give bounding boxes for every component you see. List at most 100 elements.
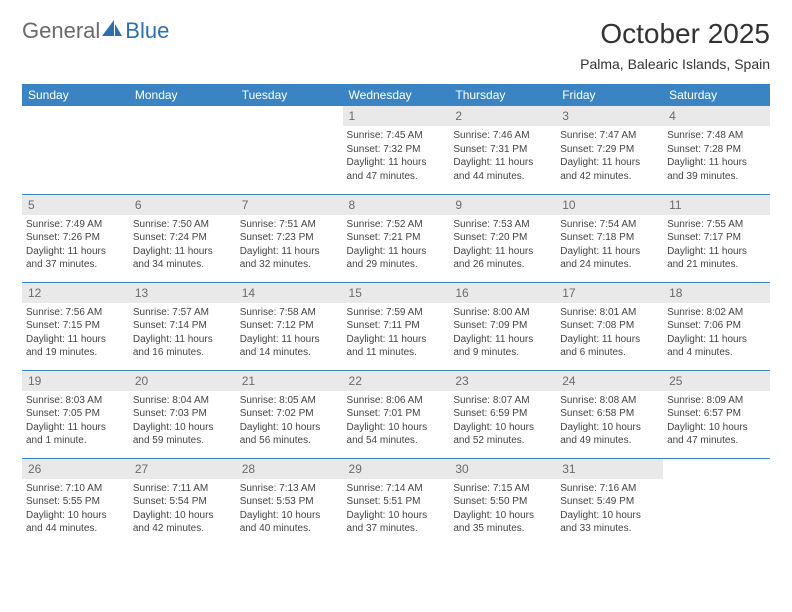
calendar-day-cell	[663, 458, 770, 546]
day-number: 13	[129, 283, 236, 303]
sunrise-text: Sunrise: 8:00 AM	[453, 306, 552, 320]
daylight-text: and 42 minutes.	[560, 170, 659, 184]
daylight-text: and 59 minutes.	[133, 434, 232, 448]
sunrise-text: Sunrise: 7:53 AM	[453, 218, 552, 232]
daylight-text: and 19 minutes.	[26, 346, 125, 360]
sunset-text: Sunset: 5:55 PM	[26, 495, 125, 509]
weekday-header: Sunday	[22, 84, 129, 106]
day-number: 23	[449, 371, 556, 391]
daylight-text: and 40 minutes.	[240, 522, 339, 536]
sunrise-text: Sunrise: 7:57 AM	[133, 306, 232, 320]
calendar-day-cell: 12Sunrise: 7:56 AMSunset: 7:15 PMDayligh…	[22, 282, 129, 370]
sunrise-text: Sunrise: 7:10 AM	[26, 482, 125, 496]
daylight-text: Daylight: 10 hours	[667, 421, 766, 435]
sunrise-text: Sunrise: 8:03 AM	[26, 394, 125, 408]
logo-text-blue: Blue	[125, 18, 169, 44]
calendar-day-cell: 20Sunrise: 8:04 AMSunset: 7:03 PMDayligh…	[129, 370, 236, 458]
daylight-text: Daylight: 11 hours	[240, 333, 339, 347]
daylight-text: Daylight: 11 hours	[26, 421, 125, 435]
daylight-text: and 56 minutes.	[240, 434, 339, 448]
sunset-text: Sunset: 7:08 PM	[560, 319, 659, 333]
day-number: 10	[556, 195, 663, 215]
calendar-day-cell: 2Sunrise: 7:46 AMSunset: 7:31 PMDaylight…	[449, 106, 556, 194]
daylight-text: and 29 minutes.	[347, 258, 446, 272]
day-number: 16	[449, 283, 556, 303]
sunrise-text: Sunrise: 7:50 AM	[133, 218, 232, 232]
sunset-text: Sunset: 7:24 PM	[133, 231, 232, 245]
sunset-text: Sunset: 7:09 PM	[453, 319, 552, 333]
day-number: 5	[22, 195, 129, 215]
daylight-text: and 44 minutes.	[453, 170, 552, 184]
sunrise-text: Sunrise: 7:11 AM	[133, 482, 232, 496]
day-number: 6	[129, 195, 236, 215]
sunset-text: Sunset: 7:28 PM	[667, 143, 766, 157]
calendar-day-cell: 31Sunrise: 7:16 AMSunset: 5:49 PMDayligh…	[556, 458, 663, 546]
weekday-header: Thursday	[449, 84, 556, 106]
daylight-text: Daylight: 10 hours	[133, 509, 232, 523]
daylight-text: Daylight: 11 hours	[347, 333, 446, 347]
calendar-day-cell: 18Sunrise: 8:02 AMSunset: 7:06 PMDayligh…	[663, 282, 770, 370]
sunset-text: Sunset: 7:31 PM	[453, 143, 552, 157]
daylight-text: and 11 minutes.	[347, 346, 446, 360]
calendar-day-cell: 21Sunrise: 8:05 AMSunset: 7:02 PMDayligh…	[236, 370, 343, 458]
sunrise-text: Sunrise: 8:01 AM	[560, 306, 659, 320]
daylight-text: and 26 minutes.	[453, 258, 552, 272]
sunrise-text: Sunrise: 7:13 AM	[240, 482, 339, 496]
calendar-week-row: 26Sunrise: 7:10 AMSunset: 5:55 PMDayligh…	[22, 458, 770, 546]
sunset-text: Sunset: 7:15 PM	[26, 319, 125, 333]
daylight-text: Daylight: 10 hours	[453, 509, 552, 523]
sunset-text: Sunset: 7:29 PM	[560, 143, 659, 157]
sunset-text: Sunset: 7:20 PM	[453, 231, 552, 245]
sunrise-text: Sunrise: 8:09 AM	[667, 394, 766, 408]
calendar-day-cell: 4Sunrise: 7:48 AMSunset: 7:28 PMDaylight…	[663, 106, 770, 194]
daylight-text: Daylight: 11 hours	[133, 245, 232, 259]
day-number: 14	[236, 283, 343, 303]
sunset-text: Sunset: 7:03 PM	[133, 407, 232, 421]
day-number: 20	[129, 371, 236, 391]
weekday-header: Friday	[556, 84, 663, 106]
sunset-text: Sunset: 5:51 PM	[347, 495, 446, 509]
sunrise-text: Sunrise: 8:02 AM	[667, 306, 766, 320]
day-number: 4	[663, 106, 770, 126]
calendar-day-cell: 3Sunrise: 7:47 AMSunset: 7:29 PMDaylight…	[556, 106, 663, 194]
daylight-text: Daylight: 11 hours	[560, 245, 659, 259]
calendar-day-cell: 9Sunrise: 7:53 AMSunset: 7:20 PMDaylight…	[449, 194, 556, 282]
calendar-day-cell: 11Sunrise: 7:55 AMSunset: 7:17 PMDayligh…	[663, 194, 770, 282]
daylight-text: and 44 minutes.	[26, 522, 125, 536]
sunset-text: Sunset: 5:49 PM	[560, 495, 659, 509]
daylight-text: Daylight: 10 hours	[240, 421, 339, 435]
daylight-text: Daylight: 11 hours	[347, 245, 446, 259]
daylight-text: and 49 minutes.	[560, 434, 659, 448]
calendar-day-cell: 23Sunrise: 8:07 AMSunset: 6:59 PMDayligh…	[449, 370, 556, 458]
calendar-day-cell: 7Sunrise: 7:51 AMSunset: 7:23 PMDaylight…	[236, 194, 343, 282]
day-number: 25	[663, 371, 770, 391]
sunrise-text: Sunrise: 7:45 AM	[347, 129, 446, 143]
daylight-text: and 47 minutes.	[347, 170, 446, 184]
sunset-text: Sunset: 6:58 PM	[560, 407, 659, 421]
day-number: 27	[129, 459, 236, 479]
day-number: 29	[343, 459, 450, 479]
sunset-text: Sunset: 7:23 PM	[240, 231, 339, 245]
daylight-text: Daylight: 11 hours	[133, 333, 232, 347]
sunset-text: Sunset: 7:02 PM	[240, 407, 339, 421]
sunrise-text: Sunrise: 7:15 AM	[453, 482, 552, 496]
day-number: 19	[22, 371, 129, 391]
sunrise-text: Sunrise: 7:56 AM	[26, 306, 125, 320]
daylight-text: and 1 minute.	[26, 434, 125, 448]
daylight-text: and 21 minutes.	[667, 258, 766, 272]
header: General Blue October 2025 Palma, Baleari…	[22, 18, 770, 72]
calendar-day-cell: 15Sunrise: 7:59 AMSunset: 7:11 PMDayligh…	[343, 282, 450, 370]
daylight-text: and 37 minutes.	[347, 522, 446, 536]
daylight-text: Daylight: 10 hours	[347, 421, 446, 435]
calendar-day-cell: 6 Sunrise: 7:50 AMSunset: 7:24 PMDaylight…	[129, 194, 236, 282]
calendar-day-cell: 24Sunrise: 8:08 AMSunset: 6:58 PMDayligh…	[556, 370, 663, 458]
sunset-text: Sunset: 7:18 PM	[560, 231, 659, 245]
day-number: 18	[663, 283, 770, 303]
calendar-day-cell	[236, 106, 343, 194]
daylight-text: and 24 minutes.	[560, 258, 659, 272]
daylight-text: and 9 minutes.	[453, 346, 552, 360]
calendar-day-cell: 14Sunrise: 7:58 AMSunset: 7:12 PMDayligh…	[236, 282, 343, 370]
daylight-text: and 39 minutes.	[667, 170, 766, 184]
sunrise-text: Sunrise: 7:51 AM	[240, 218, 339, 232]
daylight-text: and 4 minutes.	[667, 346, 766, 360]
